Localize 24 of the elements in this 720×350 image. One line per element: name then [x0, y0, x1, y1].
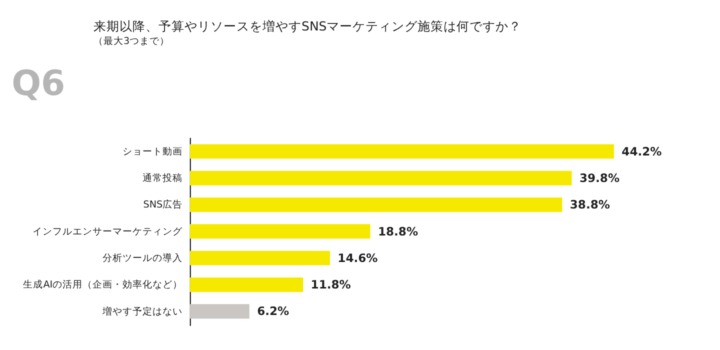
chart-subtitle: （最大3つまで）: [93, 34, 170, 47]
y-tick-label: 分析ツールの導入: [102, 252, 183, 264]
chart-title: 来期以降、予算やリソースを増やすSNSマーケティング施策は何ですか？: [93, 18, 522, 34]
bar: [190, 224, 370, 239]
data-label: 38.8%: [570, 198, 610, 212]
bar: [190, 144, 614, 159]
bar: [190, 304, 250, 319]
y-tick-label: 通常投稿: [142, 172, 183, 184]
data-label: 11.8%: [310, 278, 352, 292]
bar: [190, 277, 304, 292]
bar: [190, 170, 572, 186]
y-tick-label: インフルエンサーマーケティング: [32, 226, 184, 238]
y-tick-label: ショート動画: [122, 146, 183, 158]
data-label: 44.2%: [622, 144, 662, 158]
bar: [190, 250, 330, 266]
y-tick-label: 増やす予定はない: [102, 305, 183, 318]
data-label: 18.8%: [378, 224, 418, 238]
y-tick-label: SNS広告: [143, 198, 183, 211]
data-label: 39.8%: [579, 170, 620, 185]
data-label: 14.6%: [338, 250, 378, 265]
text: Q6: [12, 64, 66, 104]
data-label: 6.2%: [257, 304, 290, 318]
bar: [190, 198, 562, 212]
y-tick-label: 生成AIの活用（企画・効率化など）: [23, 278, 183, 291]
